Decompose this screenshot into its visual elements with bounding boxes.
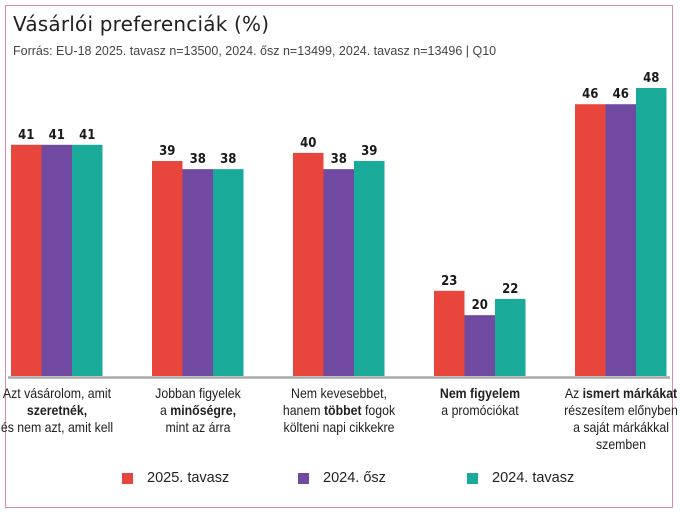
- category-label: Az ismert márkákat részesítem előnyben a s…: [559, 385, 680, 453]
- chart-subtitle: Forrás: EU-18 2025. tavasz n=13500, 2024…: [13, 44, 497, 58]
- data-label: 38: [220, 152, 236, 167]
- bar-group: 41 41 41: [11, 128, 103, 376]
- bar: [182, 169, 213, 376]
- bar: [213, 169, 244, 376]
- legend-item-2025-tavasz: 2025. tavasz: [122, 470, 229, 486]
- bar: [636, 88, 667, 376]
- bar: [605, 104, 636, 377]
- data-label: 38: [190, 152, 206, 167]
- data-label: 41: [18, 128, 34, 143]
- legend-label: 2024. tavasz: [492, 470, 575, 486]
- category-label-line: hanem többet fogok: [282, 402, 395, 418]
- bar: [72, 144, 103, 376]
- category-label-line: Nem kevesebbet,: [290, 385, 387, 401]
- data-label: 41: [79, 128, 95, 143]
- data-label: 39: [159, 144, 175, 159]
- legend-swatch: [122, 472, 133, 484]
- bar: [434, 290, 465, 376]
- legend-swatch: [298, 472, 309, 484]
- category-label-line: költeni napi cikkekre: [283, 419, 395, 435]
- category-label-line: a promóciókat: [441, 402, 519, 418]
- category-label-line: részesítem előnyben: [563, 402, 678, 418]
- category-label: Nem kevesebbet, hanem többet fogok költeni…: [277, 385, 400, 436]
- bar: [293, 152, 324, 376]
- category-label-line: és nem azt, amit kell: [0, 419, 113, 435]
- legend-swatch: [467, 472, 478, 484]
- bar: [354, 161, 385, 376]
- bar: [575, 104, 606, 377]
- bar-group: 46 46 48: [575, 71, 667, 377]
- category-label-line: szemben: [595, 436, 646, 452]
- bar: [11, 144, 42, 376]
- category-label-line: Az ismert márkákat: [564, 385, 677, 401]
- data-label: 48: [643, 71, 659, 86]
- bar: [464, 315, 495, 376]
- bar: [323, 169, 354, 376]
- category-label-line: Jobban figyelek: [154, 385, 241, 401]
- bar-group: 23 20 22: [434, 274, 526, 376]
- category-label-line: a minőségre,: [159, 402, 236, 418]
- legend-item-2024-tavasz: 2024. tavasz: [467, 470, 574, 486]
- data-label: 40: [300, 136, 316, 151]
- data-label: 38: [331, 152, 347, 167]
- chart-frame: [5, 5, 673, 508]
- bar-group: 39 38 38: [152, 144, 244, 376]
- bar-group: 40 38 39: [293, 136, 385, 376]
- category-label: Nem figyelem a promóciókat: [418, 385, 541, 419]
- legend-label: 2024. ősz: [323, 470, 386, 486]
- category-label: Azt vásárolom, amit szeretnék, és nem azt,…: [0, 385, 118, 436]
- category-label-line: szeretnék,: [26, 402, 87, 418]
- category-label-line: Azt vásárolom, amit: [2, 385, 111, 401]
- bar: [495, 298, 526, 376]
- data-label: 41: [49, 128, 65, 143]
- data-label: 23: [441, 274, 457, 289]
- category-label-line: a saját márkákkal: [572, 419, 669, 435]
- legend-label: 2025. tavasz: [147, 470, 230, 486]
- category-label-line: mint az árra: [165, 419, 231, 435]
- category-label-line: Nem figyelem: [439, 385, 520, 401]
- data-label: 22: [502, 282, 518, 297]
- data-label: 46: [613, 87, 629, 102]
- bar: [152, 161, 183, 376]
- legend-item-2024-osz: 2024. ősz: [298, 470, 386, 486]
- bar: [41, 144, 72, 376]
- data-label: 46: [582, 87, 598, 102]
- chart-title: Vásárlói preferenciák (%): [13, 12, 270, 36]
- data-label: 39: [361, 144, 377, 159]
- data-label: 20: [472, 298, 488, 313]
- category-label: Jobban figyelek a minőségre, mint az árra: [136, 385, 259, 436]
